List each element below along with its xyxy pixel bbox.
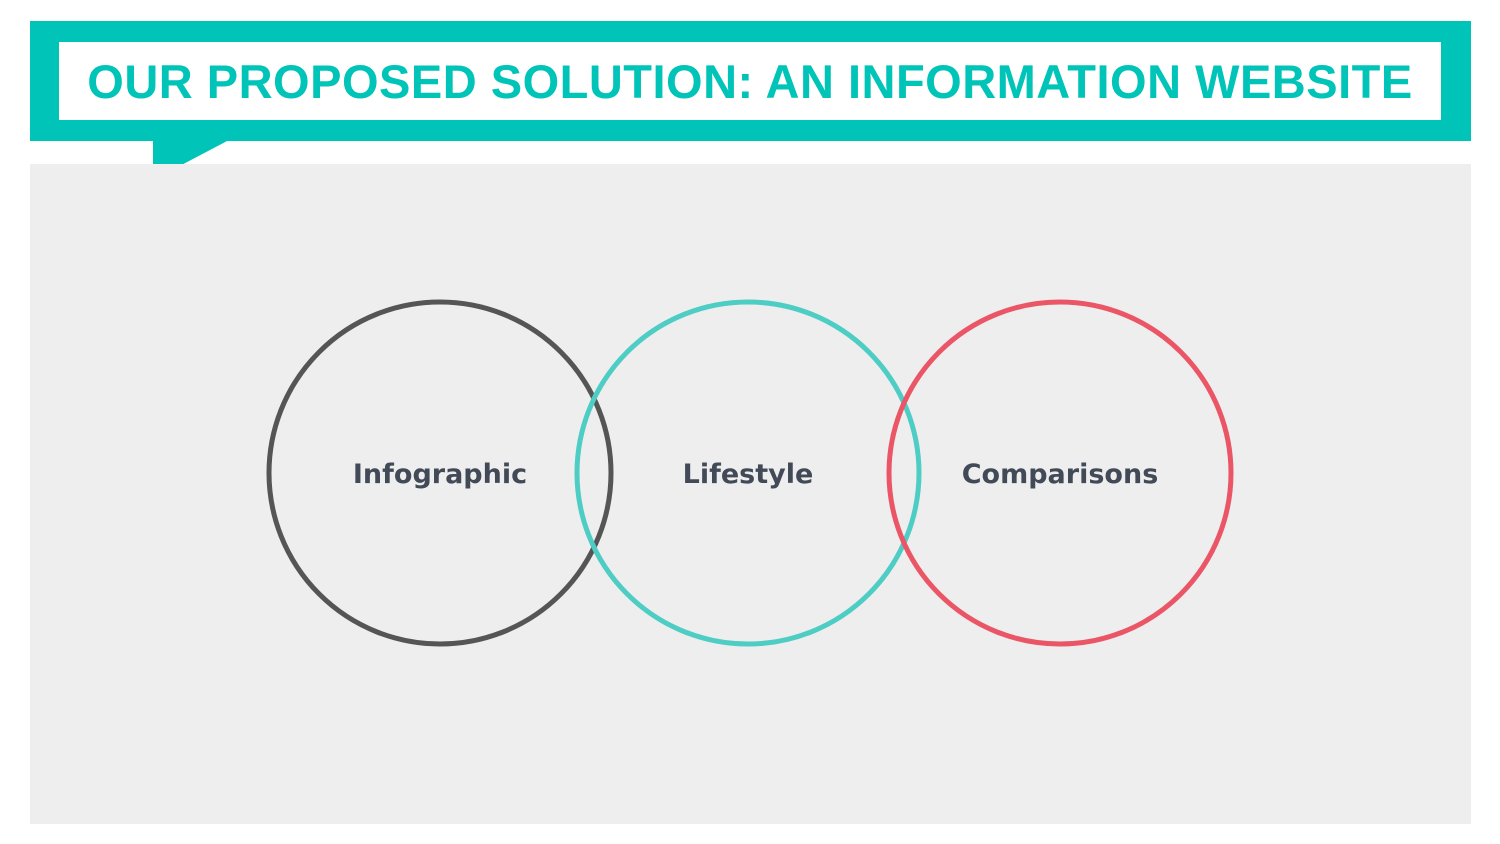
circle-infographic xyxy=(266,299,614,647)
circle-comparisons xyxy=(886,299,1234,647)
label-lifestyle: Lifestyle xyxy=(683,459,814,490)
title-box: OUR PROPOSED SOLUTION: AN INFORMATION WE… xyxy=(59,42,1441,120)
circle-lifestyle xyxy=(574,299,922,647)
title-banner: OUR PROPOSED SOLUTION: AN INFORMATION WE… xyxy=(30,21,1471,141)
label-comparisons: Comparisons xyxy=(962,459,1159,490)
label-infographic: Infographic xyxy=(353,459,527,490)
slide-title: OUR PROPOSED SOLUTION: AN INFORMATION WE… xyxy=(87,54,1413,108)
